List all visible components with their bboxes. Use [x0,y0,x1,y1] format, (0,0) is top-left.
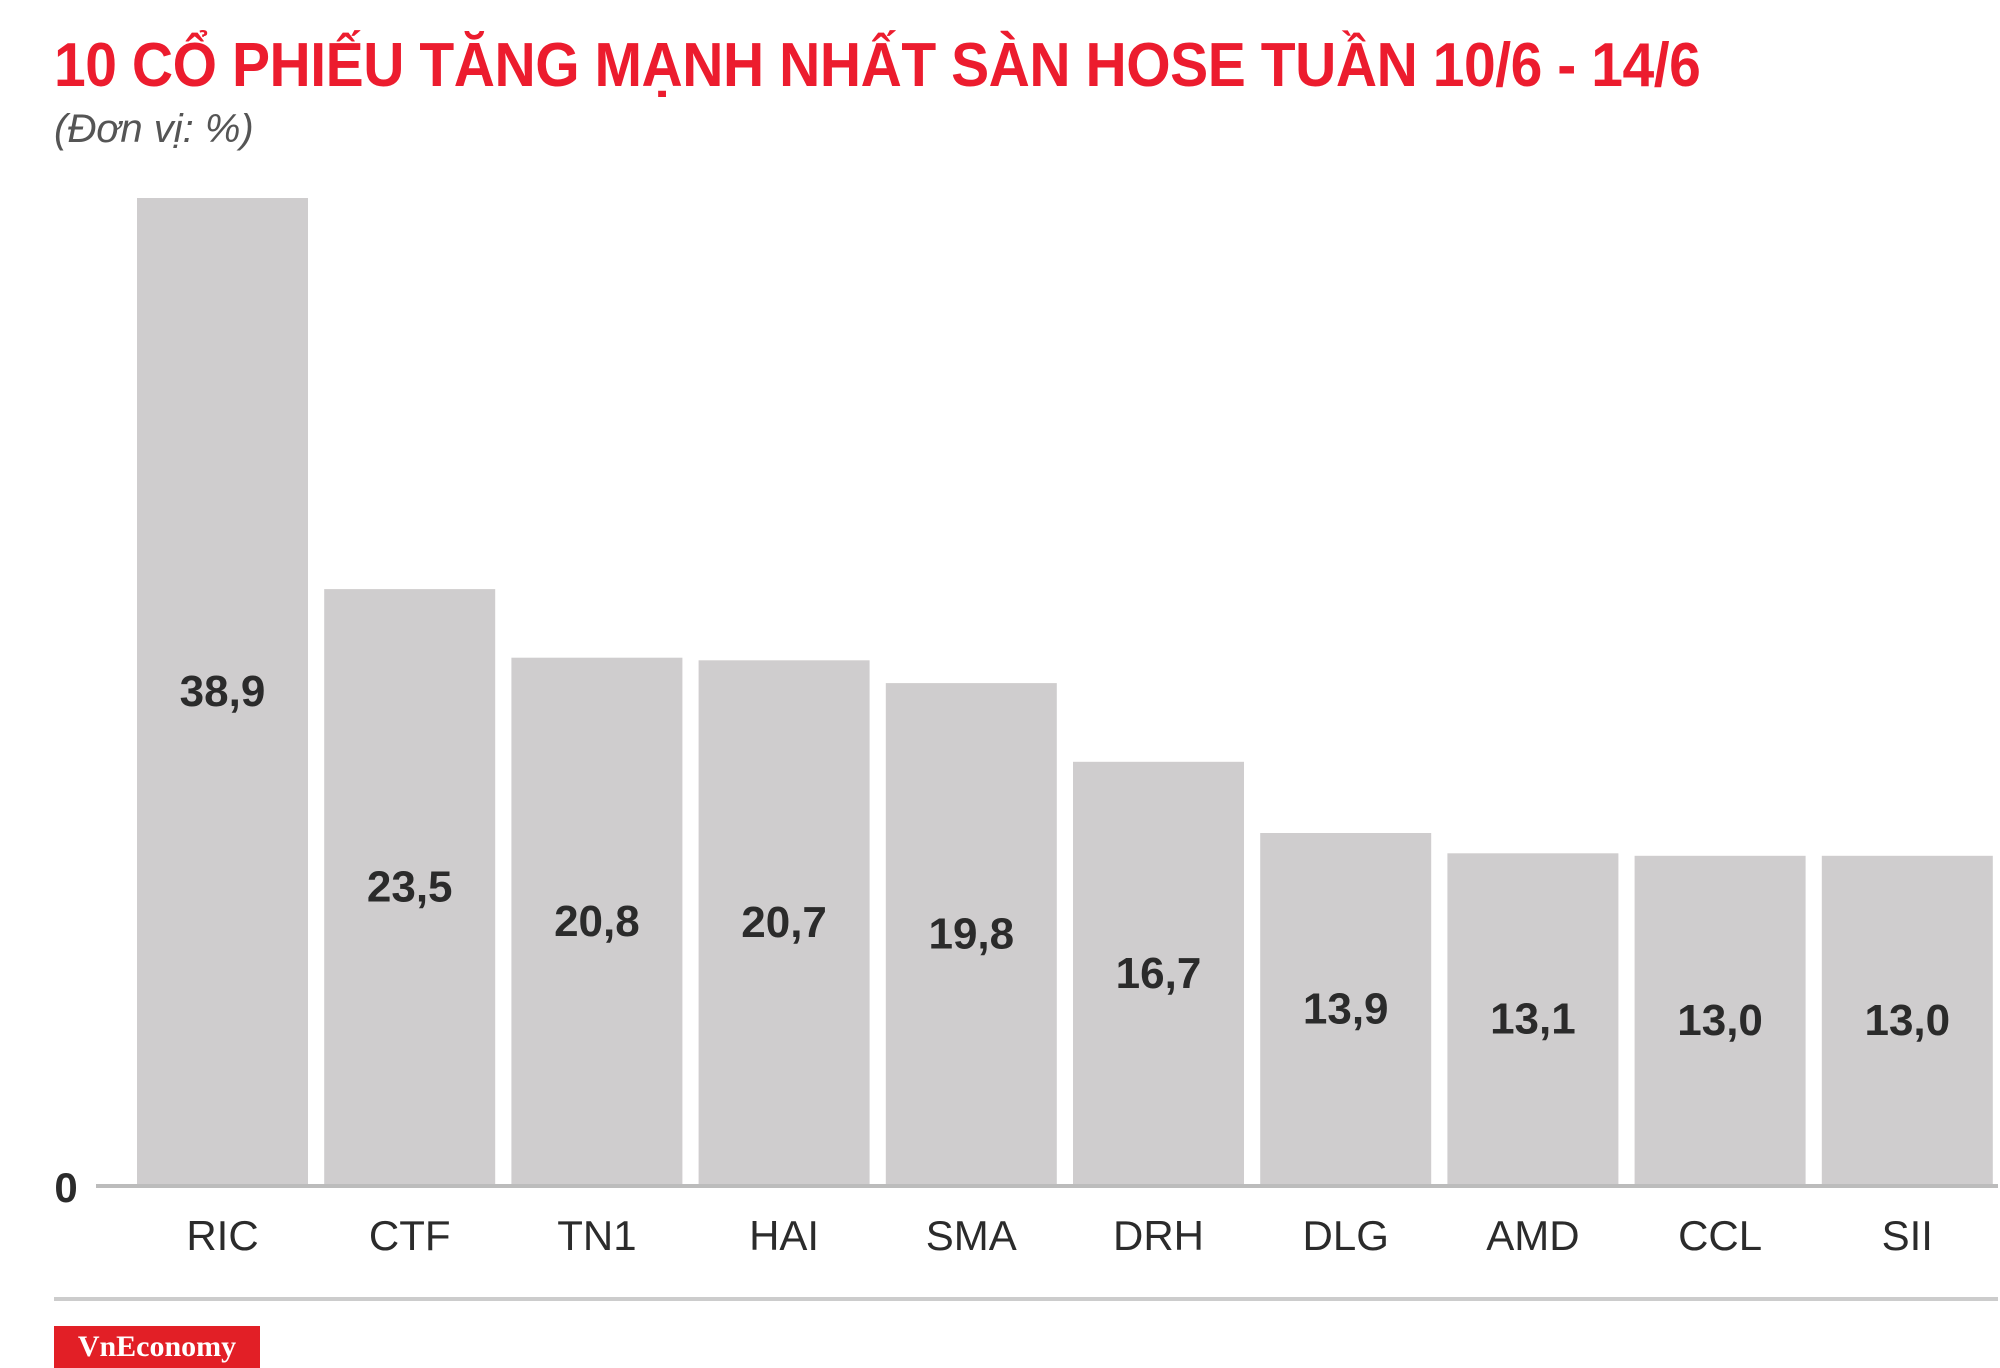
bar-amd [1447,853,1619,1186]
value-label-ric: 38,9 [180,667,266,716]
bar-hai [698,660,870,1186]
category-label-hai: HAI [749,1212,819,1259]
category-label-sma: SMA [926,1212,1017,1259]
category-label-drh: DRH [1113,1212,1204,1259]
vneconomy-logo: VnEconomy [54,1326,260,1368]
value-label-tn1: 20,8 [554,897,640,946]
bar-tn1 [511,657,683,1186]
bar-chart: 0 38,9 RIC 23,5 CTF 20,8 TN1 20,7 HAI 19,8 SMA 16,… [54,198,1998,1259]
value-label-sma: 19,8 [928,910,1014,959]
value-label-ctf: 23,5 [367,863,453,912]
value-label-sii: 13,0 [1864,996,1950,1045]
category-label-ctf: CTF [369,1212,451,1259]
bar-ctf [324,589,496,1186]
category-label-dlg: DLG [1303,1212,1389,1259]
labels-layer: 38,9 RIC 23,5 CTF 20,8 TN1 20,7 HAI 19,8 SMA 16,7 D… [180,667,1950,1259]
y-tick-label-zero: 0 [54,1164,77,1211]
value-label-dlg: 13,9 [1303,985,1389,1034]
bar-sma [885,683,1057,1186]
category-label-amd: AMD [1486,1212,1579,1259]
bar-dlg [1260,833,1432,1186]
category-label-ccl: CCL [1678,1212,1762,1259]
bars-layer [137,198,1993,1186]
bar-ric [137,198,308,1186]
value-label-drh: 16,7 [1116,949,1202,998]
unit-label: (Đơn vị: %) [54,107,254,151]
category-label-sii: SII [1882,1212,1933,1259]
value-label-ccl: 13,0 [1677,996,1763,1045]
bar-ccl [1634,855,1806,1186]
footer-divider [54,1297,1998,1301]
category-label-tn1: TN1 [557,1212,636,1259]
bar-drh [1073,761,1244,1186]
category-label-ric: RIC [186,1212,258,1259]
chart-title: 10 CỔ PHIẾU TĂNG MẠNH NHẤT SÀN HOSE TUẦN… [54,31,1701,100]
value-label-amd: 13,1 [1490,995,1576,1044]
bar-sii [1821,855,1993,1186]
value-label-hai: 20,7 [741,898,827,947]
